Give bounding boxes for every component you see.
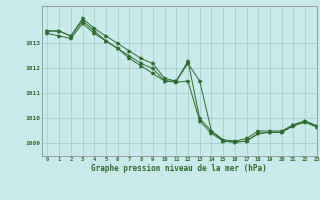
X-axis label: Graphe pression niveau de la mer (hPa): Graphe pression niveau de la mer (hPa) [91,164,267,173]
